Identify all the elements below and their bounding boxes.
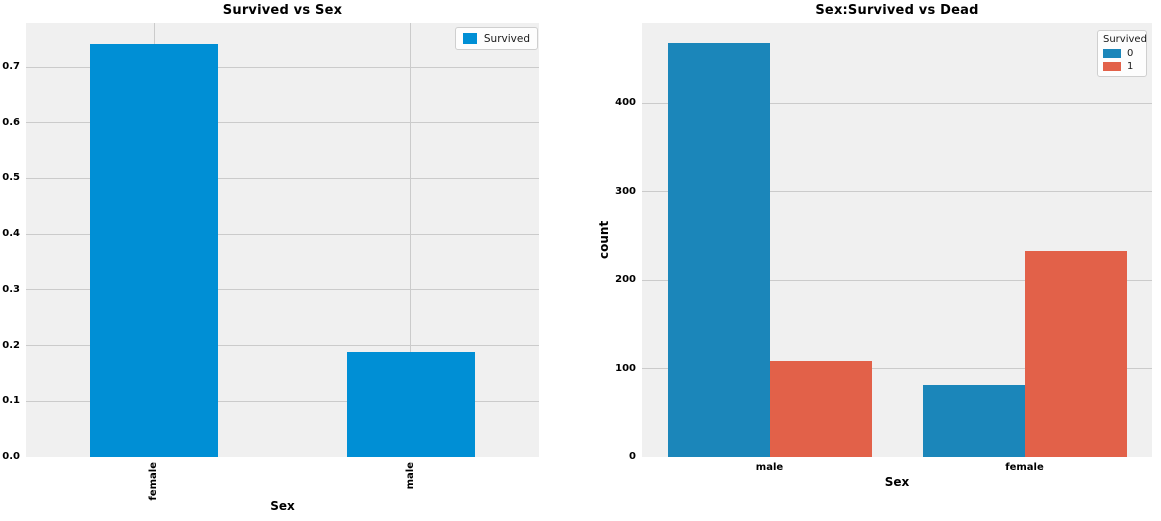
gridline xyxy=(26,233,539,235)
right-legend: Survived 0 1 xyxy=(1097,30,1147,77)
ytick-label: 100 xyxy=(615,362,636,374)
gridline xyxy=(642,191,1152,193)
ytick-label: 400 xyxy=(615,97,636,109)
legend-swatch-0 xyxy=(1103,49,1121,58)
bar-female-1 xyxy=(1024,251,1127,457)
xtick-label-female: female xyxy=(1005,462,1044,473)
ytick-label: 0.5 xyxy=(2,172,20,184)
bar-male-1 xyxy=(769,360,872,457)
bar-male-0 xyxy=(667,43,770,457)
xtick-label-female: female xyxy=(148,462,160,501)
bar-female-0 xyxy=(922,385,1025,457)
ytick-label: 0.3 xyxy=(2,283,20,295)
gridline xyxy=(642,279,1152,281)
gridline xyxy=(26,400,539,402)
bar-female-Survived xyxy=(90,43,219,457)
right-yaxis-label: count xyxy=(597,220,611,260)
ytick-label: 0.4 xyxy=(2,228,20,240)
left-chart-title: Survived vs Sex xyxy=(222,3,343,18)
left-xaxis-label: Sex xyxy=(270,499,295,513)
ytick-label: 0.1 xyxy=(2,395,20,407)
left-legend: Survived xyxy=(455,27,538,50)
xtick-label-male: male xyxy=(755,462,784,473)
right-chart-title: Sex:Survived vs Dead xyxy=(815,3,979,18)
legend-label-0: 0 xyxy=(1127,48,1134,59)
ytick-label: 0.7 xyxy=(2,61,20,72)
gridline xyxy=(642,368,1152,370)
xtick-label-male: male xyxy=(404,462,416,490)
gridline xyxy=(26,289,539,291)
legend-label-1: 1 xyxy=(1127,61,1134,72)
ytick-label: 0.2 xyxy=(2,339,20,351)
ytick-label: 0 xyxy=(629,451,636,462)
ytick-label: 0.6 xyxy=(2,116,20,128)
ytick-label: 300 xyxy=(615,185,636,197)
legend-entry-1: 1 xyxy=(1103,61,1141,72)
gridline xyxy=(642,102,1152,104)
right-legend-title: Survived xyxy=(1103,34,1147,45)
gridline xyxy=(26,122,539,124)
gridline xyxy=(410,23,412,457)
bar-male-Survived xyxy=(346,351,475,457)
legend-swatch-survived xyxy=(463,33,477,44)
ytick-label: 0.0 xyxy=(2,451,20,462)
legend-entry-0: 0 xyxy=(1103,48,1141,59)
right-xaxis-label: Sex xyxy=(884,475,910,489)
legend-swatch-1 xyxy=(1103,62,1121,71)
ytick-label: 200 xyxy=(615,274,636,286)
gridline xyxy=(26,177,539,179)
legend-label-survived: Survived xyxy=(483,32,530,45)
gridline xyxy=(26,345,539,347)
gridline xyxy=(26,66,539,68)
